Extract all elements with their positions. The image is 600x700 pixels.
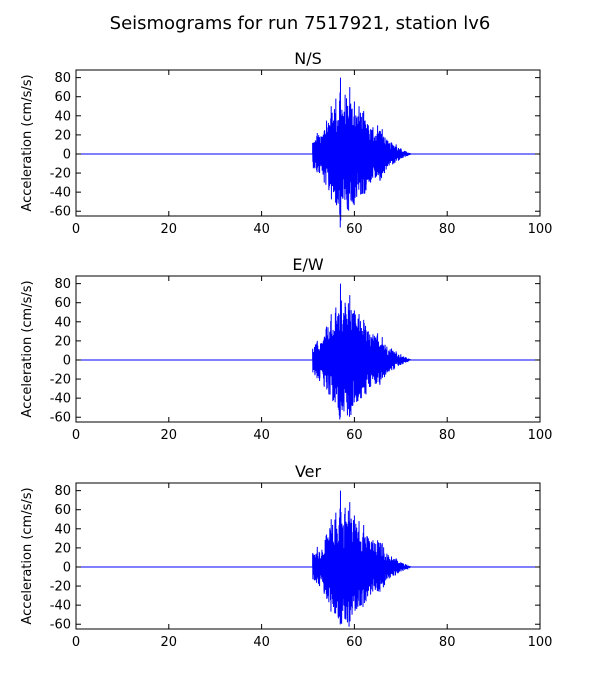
seismogram-trace [76,283,540,420]
y-tick-label: -20 [50,167,71,182]
x-tick-label: 0 [72,222,80,237]
y-tick-label: 40 [54,109,71,124]
panel-2: E/W Acceleration (cm/s/s) 0 20 40 60 80 100 -60 -… [20,255,552,443]
seismogram-trace [76,490,540,627]
y-tick-label: 80 [54,277,71,292]
x-tick-label: 20 [161,428,178,443]
x-tick-label: 60 [346,635,363,650]
y-tick-label: 60 [54,503,71,518]
x-tick-label: 40 [253,222,270,237]
y-tick-label: 40 [54,522,71,537]
axes-frame [75,69,541,217]
panels-group: N/S Acceleration (cm/s/s) 0 20 40 60 80 100 -60 -… [20,49,552,650]
panel-title: Ver [295,462,322,481]
y-tick-label: 60 [54,296,71,311]
panel-1: N/S Acceleration (cm/s/s) 0 20 40 60 80 100 -60 -… [20,49,552,237]
x-tick-label: 20 [161,222,178,237]
y-tick-label: -40 [50,186,71,201]
x-tick-label: 0 [72,428,80,443]
y-tick-label: -20 [50,580,71,595]
x-tick-label: 40 [253,635,270,650]
y-tick-label: 60 [54,90,71,105]
y-tick-label: -40 [50,599,71,614]
y-tick-label: 40 [54,315,71,330]
y-tick-label: -60 [50,618,71,633]
x-tick-label: 80 [439,428,456,443]
x-tick-label: 80 [439,635,456,650]
panel-title: E/W [292,255,324,274]
y-tick-label: 0 [63,353,71,368]
x-tick-label: 100 [528,635,553,650]
x-tick-label: 40 [253,428,270,443]
y-tick-label: 80 [54,484,71,499]
x-tick-label: 0 [72,635,80,650]
y-tick-label: 20 [54,334,71,349]
y-tick-label: -20 [50,373,71,388]
x-tick-label: 20 [161,635,178,650]
x-tick-label: 60 [346,222,363,237]
x-tick-label: 60 [346,428,363,443]
y-tick-label: 80 [54,71,71,86]
y-tick-label: 20 [54,541,71,556]
figure-title: Seismograms for run 7517921, station lv6 [110,13,491,34]
y-tick-label: 20 [54,128,71,143]
x-tick-label: 100 [528,222,553,237]
y-tick-label: 0 [63,560,71,575]
y-tick-label: -60 [50,411,71,426]
axes-frame [75,482,541,630]
y-axis-label: Acceleration (cm/s/s) [20,74,35,211]
seismogram-trace [76,77,540,228]
axes-frame [75,275,541,423]
y-axis-label: Acceleration (cm/s/s) [20,487,35,624]
panel-title: N/S [294,49,322,68]
y-tick-label: 0 [63,147,71,162]
panel-3: Ver Acceleration (cm/s/s) 0 20 40 60 80 100 -60 -… [20,462,552,650]
x-tick-label: 80 [439,222,456,237]
y-tick-label: -60 [50,205,71,220]
x-tick-label: 100 [528,428,553,443]
y-tick-label: -40 [50,392,71,407]
y-axis-label: Acceleration (cm/s/s) [20,280,35,417]
